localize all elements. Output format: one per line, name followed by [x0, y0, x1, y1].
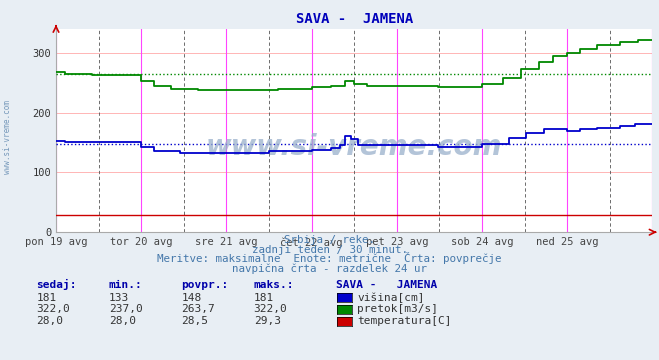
Text: povpr.:: povpr.: — [181, 280, 229, 290]
Text: 181: 181 — [36, 293, 57, 303]
Text: navpična črta - razdelek 24 ur: navpična črta - razdelek 24 ur — [232, 264, 427, 274]
Text: 181: 181 — [254, 293, 274, 303]
Text: 322,0: 322,0 — [254, 305, 287, 315]
Text: 322,0: 322,0 — [36, 305, 70, 315]
Text: www.si-vreme.com: www.si-vreme.com — [3, 100, 13, 174]
Title: SAVA -  JAMENA: SAVA - JAMENA — [296, 12, 413, 26]
Text: 28,5: 28,5 — [181, 316, 208, 327]
Text: 28,0: 28,0 — [109, 316, 136, 327]
Text: 263,7: 263,7 — [181, 305, 215, 315]
Text: višina[cm]: višina[cm] — [357, 292, 424, 303]
Text: min.:: min.: — [109, 280, 142, 290]
Text: maks.:: maks.: — [254, 280, 294, 290]
Text: www.si-vreme.com: www.si-vreme.com — [206, 133, 502, 161]
Text: pretok[m3/s]: pretok[m3/s] — [357, 305, 438, 315]
Text: 28,0: 28,0 — [36, 316, 63, 327]
Text: zadnji teden / 30 minut.: zadnji teden / 30 minut. — [252, 245, 407, 255]
Text: Meritve: maksimalne  Enote: metrične  Črta: povprečje: Meritve: maksimalne Enote: metrične Črta… — [158, 252, 501, 265]
Text: 237,0: 237,0 — [109, 305, 142, 315]
Text: SAVA -   JAMENA: SAVA - JAMENA — [336, 280, 438, 290]
Text: 133: 133 — [109, 293, 129, 303]
Text: temperatura[C]: temperatura[C] — [357, 316, 451, 327]
Text: Srbija / reke.: Srbija / reke. — [284, 235, 375, 245]
Text: sedaj:: sedaj: — [36, 279, 76, 290]
Text: 29,3: 29,3 — [254, 316, 281, 327]
Text: 148: 148 — [181, 293, 202, 303]
